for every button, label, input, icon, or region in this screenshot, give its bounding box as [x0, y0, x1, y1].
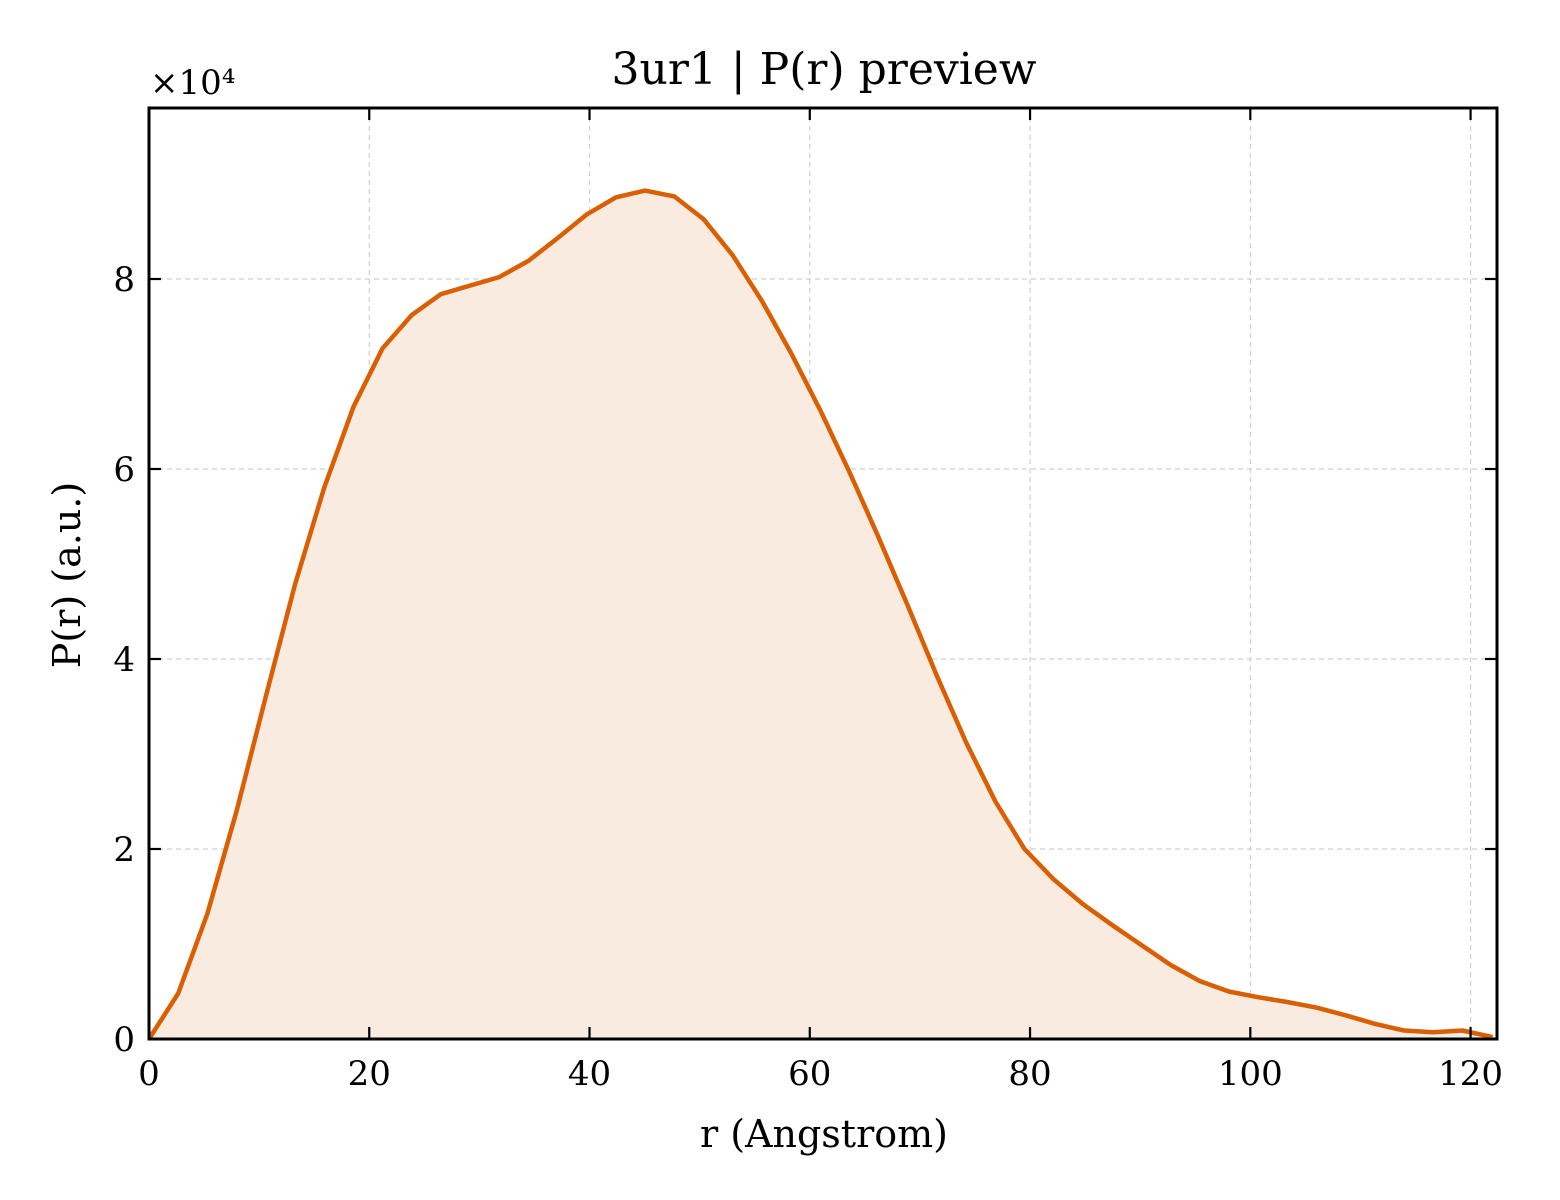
plot-frame	[147, 106, 1499, 1041]
x-axis-label: r (Angstrom)	[700, 1112, 948, 1156]
y-tick-label: 6	[113, 450, 135, 490]
y-tick-label: 4	[113, 640, 135, 680]
x-tick-label: 120	[1438, 1054, 1503, 1094]
x-tick-label: 20	[348, 1054, 391, 1094]
y-axis-label: P(r) (a.u.)	[45, 482, 89, 668]
y-offset-text: ×10⁴	[150, 63, 235, 103]
y-tick-label: 0	[113, 1020, 135, 1060]
x-tick-label: 80	[1008, 1054, 1051, 1094]
ticks: 0 20 40 60 80 100 120 0 2 4 6 8	[113, 108, 1503, 1094]
chart-title: 3ur1 | P(r) preview	[612, 44, 1037, 95]
series-area-fill	[149, 190, 1493, 1040]
x-tick-label: 40	[568, 1054, 611, 1094]
x-tick-label: 60	[788, 1054, 831, 1094]
series-line	[147, 188, 1494, 1041]
y-tick-label: 2	[113, 830, 135, 870]
x-tick-label: 0	[138, 1054, 160, 1094]
y-tick-label: 8	[113, 260, 135, 300]
x-tick-label: 100	[1218, 1054, 1283, 1094]
